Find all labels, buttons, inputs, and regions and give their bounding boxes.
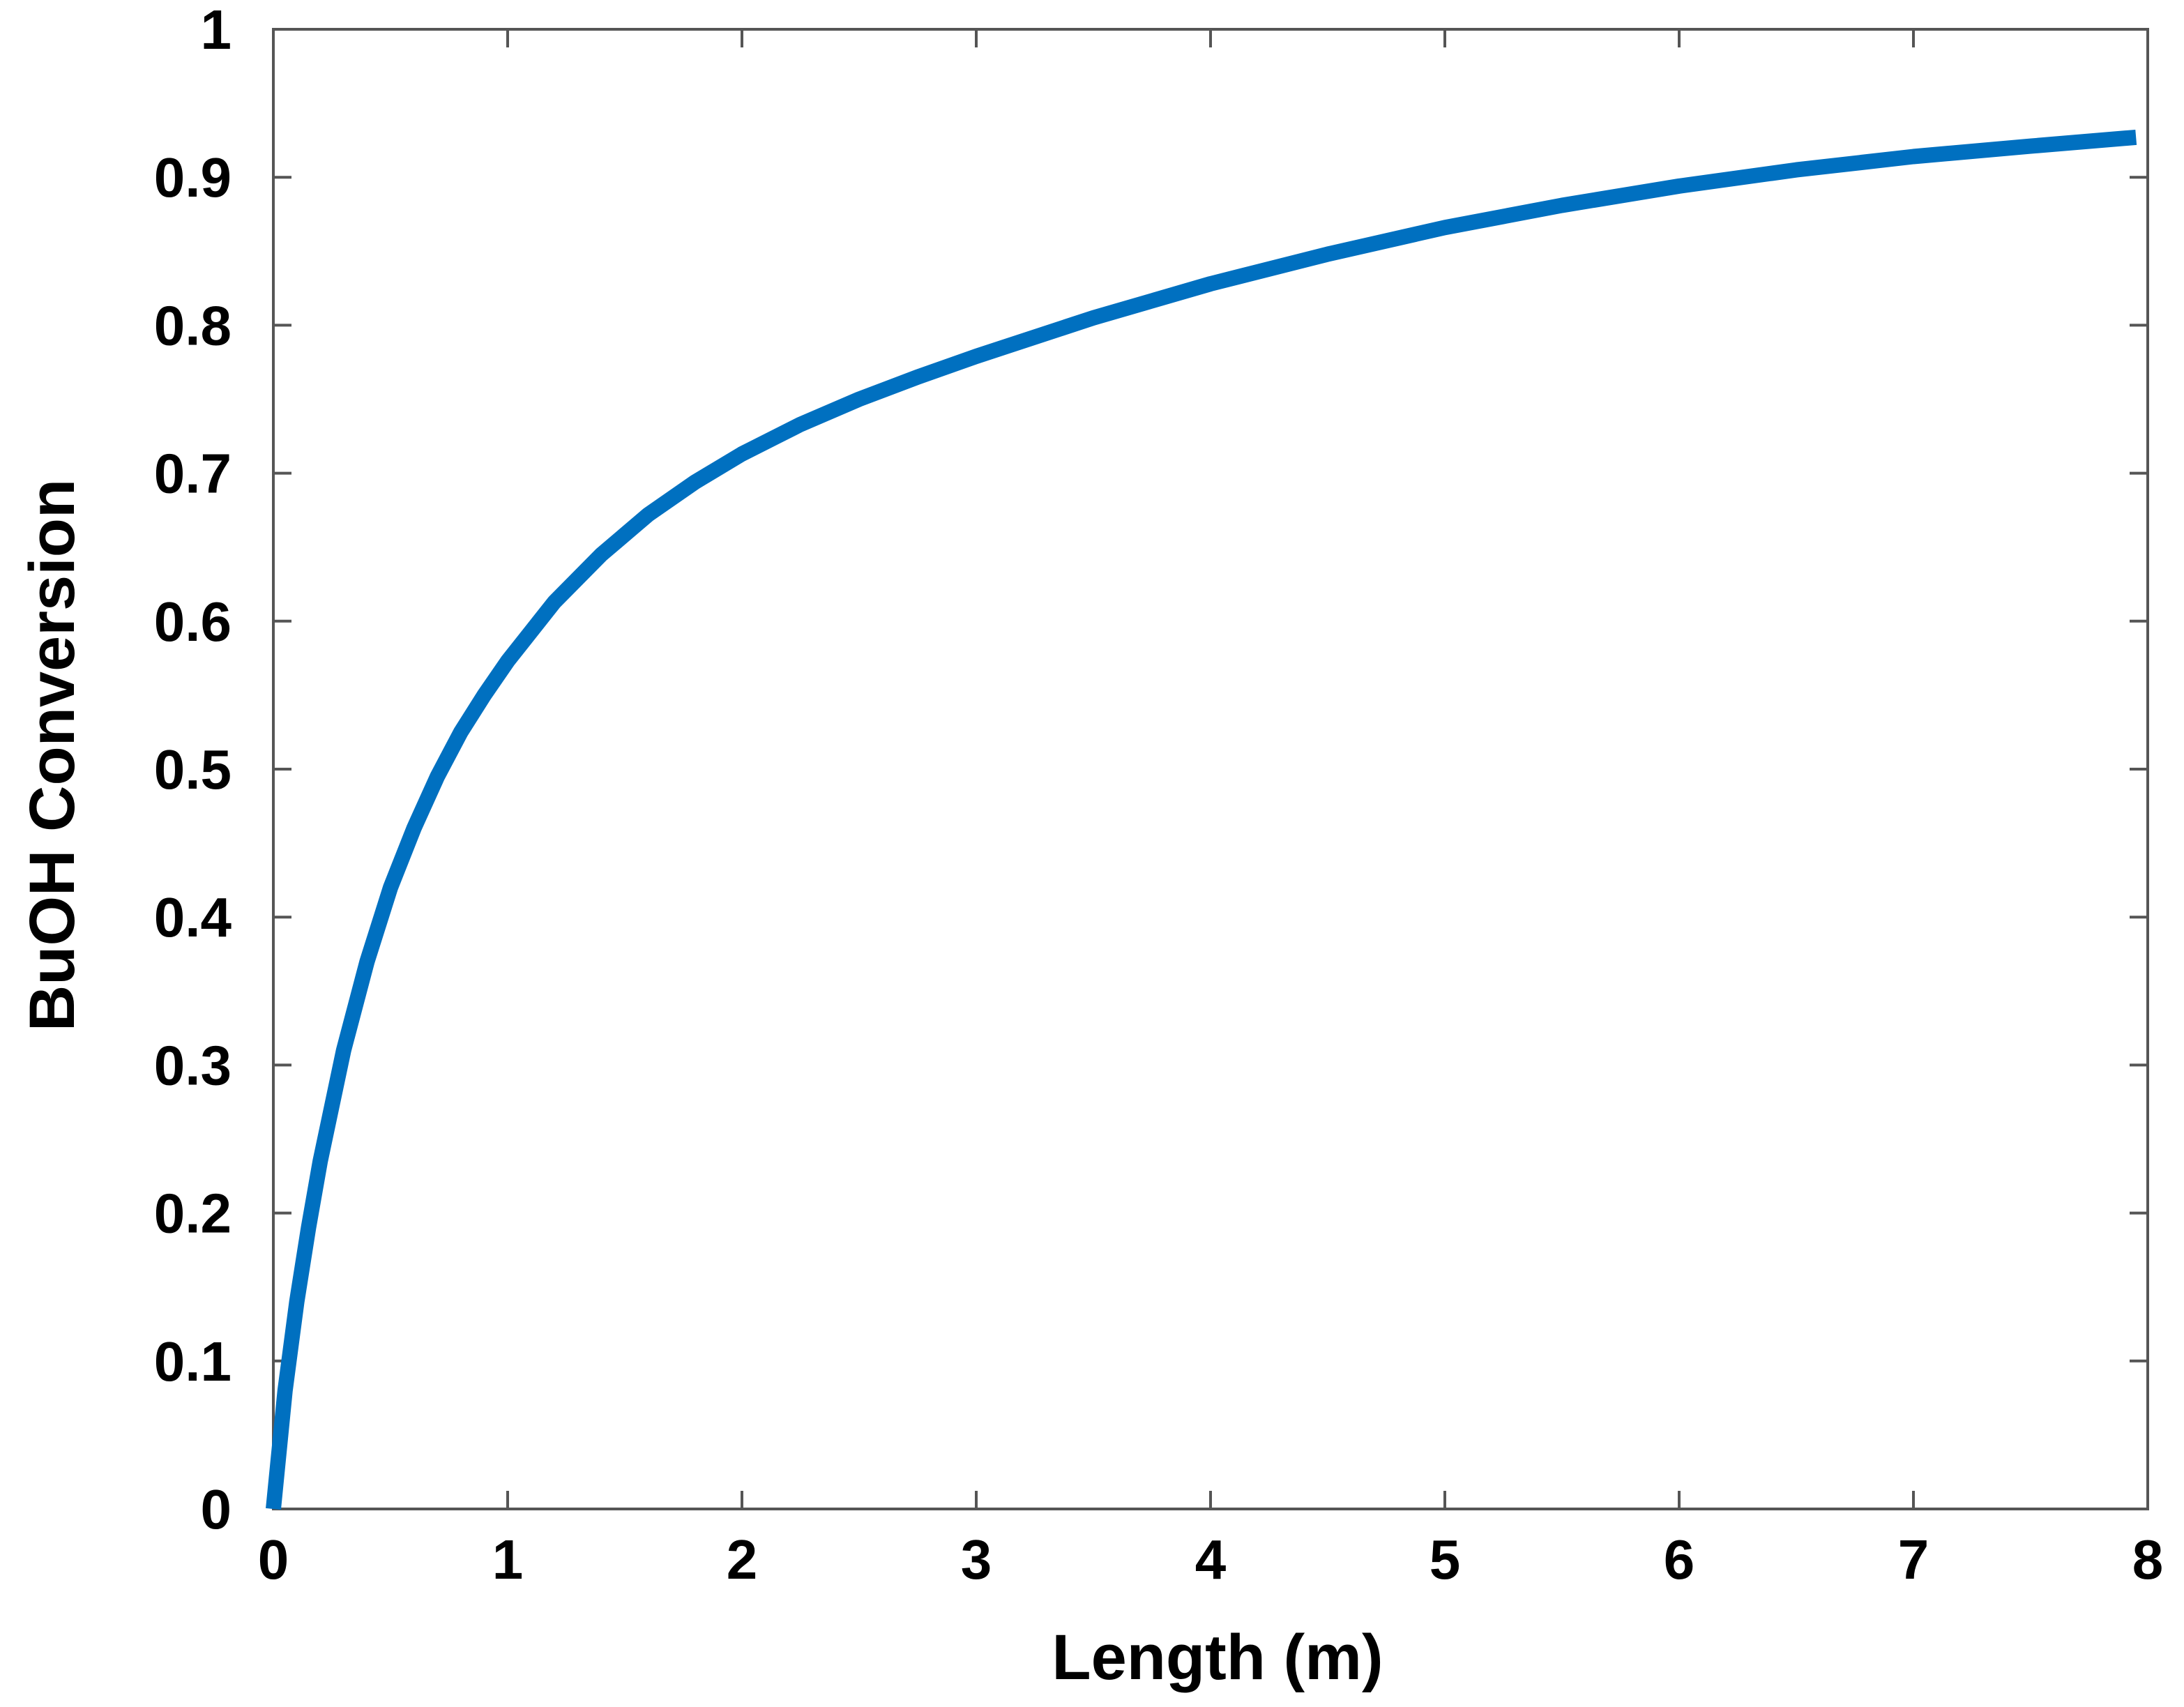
y-tick-label: 0.5 xyxy=(154,738,232,801)
y-tick-label: 0.9 xyxy=(154,146,232,208)
x-tick-label: 3 xyxy=(961,1528,992,1591)
x-tick-label: 4 xyxy=(1195,1528,1227,1591)
y-tick-label: 0.4 xyxy=(154,886,232,948)
y-tick-label: 0.8 xyxy=(154,294,232,356)
y-axis-label: BuOH Conversion xyxy=(17,479,88,1031)
series-line-0 xyxy=(266,129,2137,1510)
x-tick-label: 1 xyxy=(492,1528,524,1591)
plot-area-frame xyxy=(272,28,2149,1510)
x-tick-label: 7 xyxy=(1898,1528,1929,1591)
x-tick-label: 5 xyxy=(1430,1528,1461,1591)
y-tick-label: 0 xyxy=(201,1478,232,1540)
series-layer xyxy=(266,129,2137,1510)
y-tick-labels: 0 0.1 0.2 0.3 0.4 0.5 0.6 0.7 0.8 0.9 1 xyxy=(154,0,232,1540)
y-tick-label: 0.6 xyxy=(154,591,232,653)
axis-ticks xyxy=(272,28,2149,1510)
x-tick-label: 2 xyxy=(727,1528,758,1591)
y-tick-label: 1 xyxy=(201,0,232,61)
y-tick-label: 0.3 xyxy=(154,1034,232,1096)
y-tick-label: 0.2 xyxy=(154,1183,232,1245)
x-tick-label: 0 xyxy=(258,1528,289,1591)
x-tick-labels: 0 1 2 3 4 5 6 7 8 xyxy=(258,1528,2164,1591)
x-tick-label: 6 xyxy=(1664,1528,1695,1591)
x-tick-label: 8 xyxy=(2132,1528,2164,1591)
y-tick-label: 0.7 xyxy=(154,443,232,505)
y-tick-label: 0.1 xyxy=(154,1330,232,1393)
x-axis-label: Length (m) xyxy=(1052,1622,1383,1693)
